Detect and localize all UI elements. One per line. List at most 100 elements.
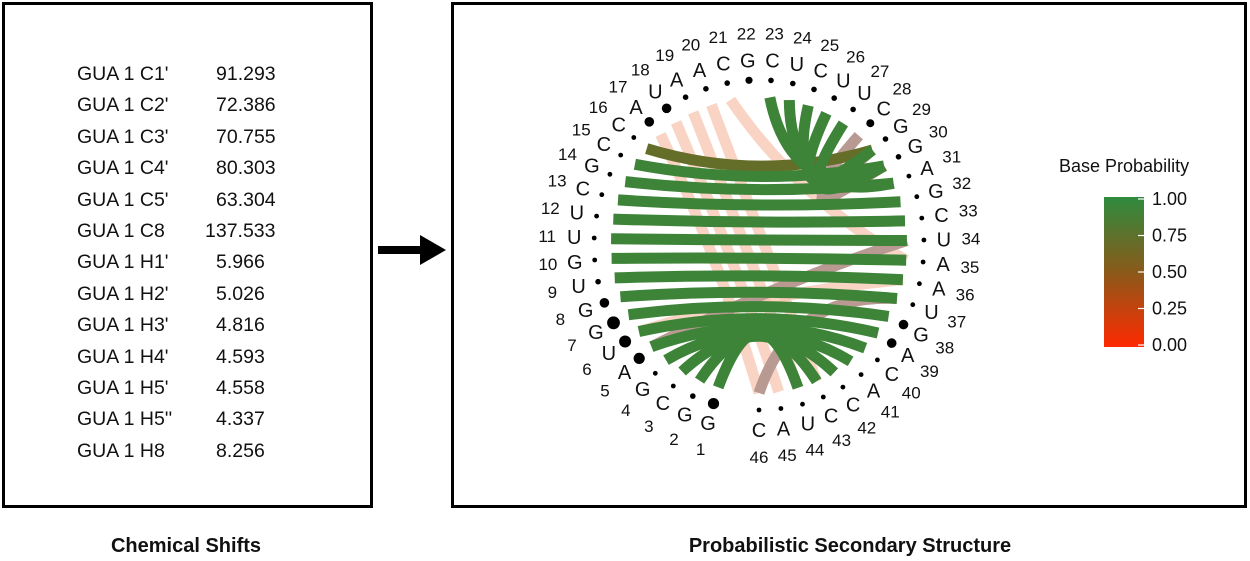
base-pair-arc: [645, 143, 874, 172]
chemical-shifts-caption: Chemical Shifts: [110, 535, 262, 557]
nucleotide-label: U: [937, 229, 951, 251]
nucleotide-label: G: [635, 379, 651, 401]
nucleotide-index: 32: [952, 174, 971, 193]
shift-row: GUA 1 H4' 4.593: [77, 346, 307, 370]
legend-tick-label: 0.75: [1152, 226, 1187, 246]
nucleotide-index: 29: [912, 100, 931, 119]
unpaired-probability-dot: [707, 398, 720, 410]
nucleotide-index: 4: [621, 401, 630, 420]
nucleotide-index: 11: [538, 227, 556, 246]
nucleotide-index: 21: [709, 28, 728, 47]
nucleotide-index: 45: [778, 446, 797, 465]
unpaired-probability-dot: [886, 338, 897, 348]
nucleotide-label: U: [571, 276, 585, 298]
nucleotide-label: C: [656, 393, 670, 415]
chemical-shifts-panel: GUA 1 C1' 91.293 GUA 1 C2' 72.386 GUA 1 C3' 7…: [2, 2, 373, 508]
unpaired-probability-dot: [670, 383, 676, 389]
nucleotide-label: A: [867, 380, 881, 402]
nucleotide-index: 38: [935, 338, 954, 357]
shift-value: 137.533: [205, 220, 276, 242]
legend-tick-label: 0.25: [1152, 299, 1187, 319]
base-pair-arc: [812, 120, 887, 195]
base-pair-arc: [611, 233, 907, 246]
shift-atom-label: GUA 1 C1': [77, 63, 169, 85]
nucleotide-label: A: [693, 60, 707, 82]
nucleotide-index: 37: [947, 313, 966, 332]
unpaired-probability-dot: [631, 135, 637, 140]
unpaired-probability-dot: [882, 136, 889, 142]
unpaired-probability-dot: [607, 316, 620, 330]
unpaired-probability-dot: [595, 278, 601, 285]
unpaired-probability-dot: [858, 372, 864, 377]
shift-atom-label: GUA 1 H1': [77, 251, 169, 274]
unpaired-probability-dot: [920, 259, 926, 265]
base-pair-arcs: [611, 96, 909, 395]
nucleotide-index: 14: [558, 145, 577, 164]
unpaired-probability-dot: [599, 298, 610, 308]
nucleotide-label: C: [576, 179, 590, 201]
nucleotide-label: C: [716, 54, 730, 76]
shift-row: GUA 1 H1' 5.966: [77, 251, 307, 275]
nucleotide-label: G: [893, 116, 909, 138]
unpaired-probability-dot: [875, 357, 880, 363]
base-pair-arc: [614, 270, 904, 286]
nucleotide-index: 27: [870, 62, 889, 81]
nucleotide-label: C: [765, 51, 779, 73]
nucleotide-index: 7: [567, 336, 576, 355]
shift-row: GUA 1 C8 137.533: [77, 220, 307, 244]
shift-atom-label: GUA 1 C8: [77, 220, 165, 242]
nucleotide-label: U: [602, 343, 616, 365]
shift-atom-label: GUA 1 C5': [77, 188, 169, 211]
nucleotide-index: 12: [541, 199, 560, 218]
nucleotide-label: G: [913, 324, 929, 346]
unpaired-probability-dot: [811, 86, 817, 93]
nucleotide-label: A: [920, 158, 934, 180]
shift-value: 4.558: [216, 377, 265, 399]
nucleotide-index: 33: [959, 202, 978, 221]
nucleotide-index: 15: [572, 121, 591, 140]
shift-value: 4.816: [216, 314, 265, 337]
shift-atom-label: GUA 1 C4': [77, 157, 169, 180]
nucleotide-label: G: [567, 252, 583, 274]
unpaired-probability-dot: [800, 401, 805, 407]
nucleotide-index: 3: [644, 417, 653, 436]
nucleotide-label: G: [740, 50, 756, 72]
unpaired-probability-dot: [895, 154, 902, 160]
unpaired-probability-dot: [919, 215, 925, 221]
unpaired-probability-dot: [594, 213, 599, 219]
nucleotide-label: U: [648, 82, 662, 104]
nucleotide-label: U: [567, 227, 581, 249]
nucleotide-index: 10: [538, 255, 557, 274]
nucleotide-index: 39: [920, 362, 939, 381]
shift-value: 4.337: [216, 408, 265, 431]
nucleotide-index: 42: [857, 419, 876, 438]
unpaired-probability-dot: [866, 119, 875, 128]
unpaired-probability-dot: [745, 76, 753, 84]
shift-atom-label: GUA 1 H5': [77, 377, 169, 399]
unpaired-probability-dot: [917, 281, 922, 287]
nucleotide-label: G: [908, 136, 924, 158]
shift-row: GUA 1 H3' 4.816: [77, 314, 307, 338]
unpaired-probability-dot: [914, 194, 920, 200]
shift-row: GUA 1 H5' 4.558: [77, 377, 307, 401]
unpaired-probability-dot: [652, 370, 658, 376]
nucleotide-label: A: [629, 97, 643, 119]
shift-value: 8.256: [216, 439, 265, 462]
shift-value: 91.293: [216, 63, 276, 85]
nucleotide-index: 34: [961, 230, 980, 249]
nucleotide-index: 26: [846, 47, 865, 66]
nucleotide-index: 16: [589, 98, 608, 117]
nucleotide-index: 9: [548, 283, 557, 302]
nucleotide-label: U: [857, 83, 871, 105]
shift-atom-label: GUA 1 H2': [77, 282, 169, 305]
nucleotide-label: A: [618, 362, 632, 384]
nucleotide-label: G: [584, 156, 600, 178]
nucleotide-index: 43: [832, 431, 851, 450]
base-pair-arc: [611, 252, 907, 266]
unpaired-probability-dot: [840, 384, 846, 390]
shift-atom-label: GUA 1 H5'': [77, 408, 173, 431]
nucleotide-label: A: [670, 69, 684, 91]
shift-atom-label: GUA 1 H3': [77, 314, 169, 337]
unpaired-probability-dot: [703, 86, 709, 92]
nucleotide-label: G: [578, 300, 594, 322]
